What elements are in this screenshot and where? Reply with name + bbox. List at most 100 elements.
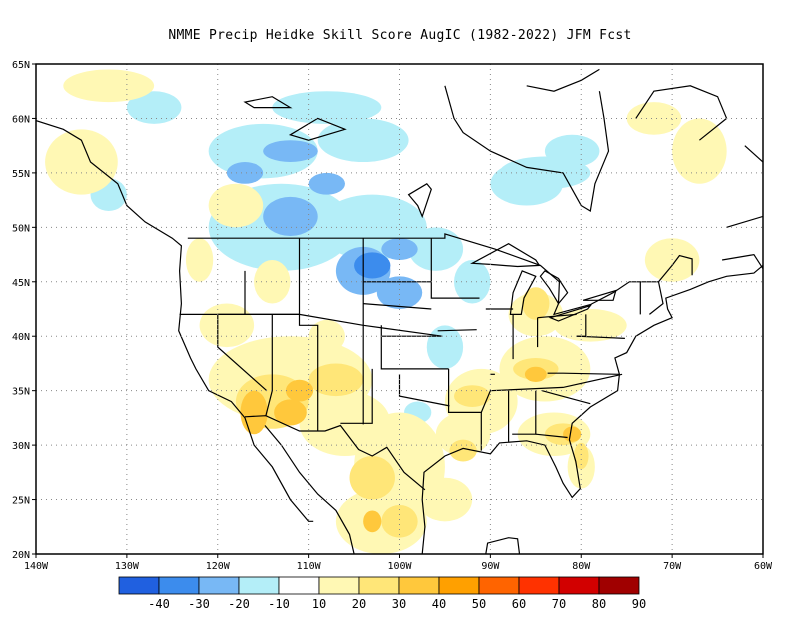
colorbar-swatch (198, 576, 240, 595)
colorbar-label: -30 (188, 597, 210, 611)
lake-athabasca (288, 117, 347, 141)
colorbar-label: 10 (312, 597, 326, 611)
lat-tick-label: 55N (12, 169, 30, 180)
state-line (380, 325, 449, 370)
skill-cell (263, 196, 318, 237)
skill-cell (376, 276, 423, 309)
state-line (547, 372, 620, 375)
colorbar-swatch (118, 576, 160, 595)
colorbar-swatch (278, 576, 320, 595)
labrador-coast (726, 145, 763, 228)
southampton-coast (526, 68, 600, 92)
lake-ontario (582, 289, 617, 301)
colorbar-label: -10 (268, 597, 290, 611)
state-line (649, 281, 664, 315)
skill-cell (381, 504, 418, 538)
lat-tick-label: 45N (12, 278, 30, 289)
skill-cell (349, 456, 395, 500)
gulf-st-lawrence (721, 253, 763, 270)
state-line (363, 303, 432, 310)
colorbar-label: -20 (228, 597, 250, 611)
skill-cell (454, 260, 491, 304)
lon-tick-label: 130W (115, 561, 140, 572)
lake-erie (548, 304, 593, 322)
lat-tick-label: 20N (12, 550, 30, 561)
gulf-atlantic-coastline (421, 264, 763, 554)
skill-cell (573, 442, 589, 470)
state-line (437, 329, 477, 332)
skill-cell (524, 366, 547, 382)
lon-tick-label: 60W (754, 561, 773, 572)
colorbar-swatch (478, 576, 520, 595)
axis-ticks: 140W 130W 120W 110W 100W 90W 80W 70W 60W 20N 25N 30… (12, 60, 773, 572)
colorbar-label: 30 (392, 597, 406, 611)
ungava-coast (635, 85, 728, 141)
lon-tick-label: 70W (663, 561, 682, 572)
colorbar-swatch (598, 576, 640, 595)
colorbar-label: -40 (148, 597, 170, 611)
lon-tick-label: 120W (206, 561, 231, 572)
colorbar-swatch (558, 576, 600, 595)
skill-cell (308, 172, 345, 195)
skill-cell (363, 510, 382, 533)
colorbar-swatch (238, 576, 280, 595)
skill-cell (553, 309, 627, 342)
skill-cell (63, 69, 155, 103)
skill-cell (254, 260, 291, 304)
state-line (448, 368, 623, 413)
skill-cell (522, 287, 550, 320)
lat-tick-label: 50N (12, 223, 30, 234)
map-title: NMME Precip Heidke Skill Score AugIC (19… (168, 28, 632, 43)
skill-cell (240, 390, 268, 435)
pacific-coastline (36, 120, 314, 522)
skill-cell (272, 91, 382, 124)
skill-cell (354, 252, 391, 279)
state-line (535, 433, 568, 439)
state-line (430, 238, 480, 299)
skill-cell (308, 363, 364, 397)
skill-cell (626, 102, 682, 135)
lat-tick-label: 30N (12, 441, 30, 452)
lat-tick-label: 40N (12, 332, 30, 343)
skill-cell (226, 162, 264, 184)
state-line (542, 390, 591, 405)
colorbar-swatch (438, 576, 480, 595)
lake-superior (470, 243, 541, 268)
us-mexico-border (244, 415, 426, 491)
lake-winnipeg (407, 183, 432, 219)
colorbar-label: 60 (512, 597, 526, 611)
coastlines-and-borders (36, 68, 763, 554)
lon-tick-label: 100W (387, 561, 412, 572)
skill-cell (417, 477, 473, 522)
state-line (576, 314, 587, 337)
colorbar-swatch (398, 576, 440, 595)
skill-cell (274, 399, 307, 426)
lon-tick-label: 80W (572, 561, 591, 572)
colorbar-label: 40 (432, 597, 446, 611)
skill-cell (199, 303, 255, 348)
lon-tick-label: 140W (24, 561, 49, 572)
great-slave-lake (243, 96, 293, 109)
skill-cell (263, 140, 318, 162)
skill-cell (317, 118, 409, 162)
skill-cell (185, 238, 214, 282)
colorbar-label: 50 (472, 597, 486, 611)
lake-huron (539, 270, 569, 305)
colorbar: -40 -30 -20 -10 10 20 30 40 50 60 70 80 90 (118, 576, 646, 611)
skill-shading (45, 69, 727, 554)
lake-michigan (509, 270, 537, 315)
colorbar-label: 90 (632, 597, 646, 611)
lat-tick-label: 25N (12, 496, 30, 507)
state-line (265, 314, 273, 416)
colorbar-label: 70 (552, 597, 566, 611)
lat-tick-label: 60N (12, 114, 30, 125)
skill-cell (208, 183, 264, 228)
skill-cell (285, 379, 314, 402)
lat-tick-label: 35N (12, 387, 30, 398)
skill-cell (563, 426, 582, 442)
skill-cell (45, 129, 118, 195)
hudson-bay-coast (444, 85, 610, 212)
colorbar-swatch (518, 576, 560, 595)
us-canada-border (187, 233, 693, 316)
